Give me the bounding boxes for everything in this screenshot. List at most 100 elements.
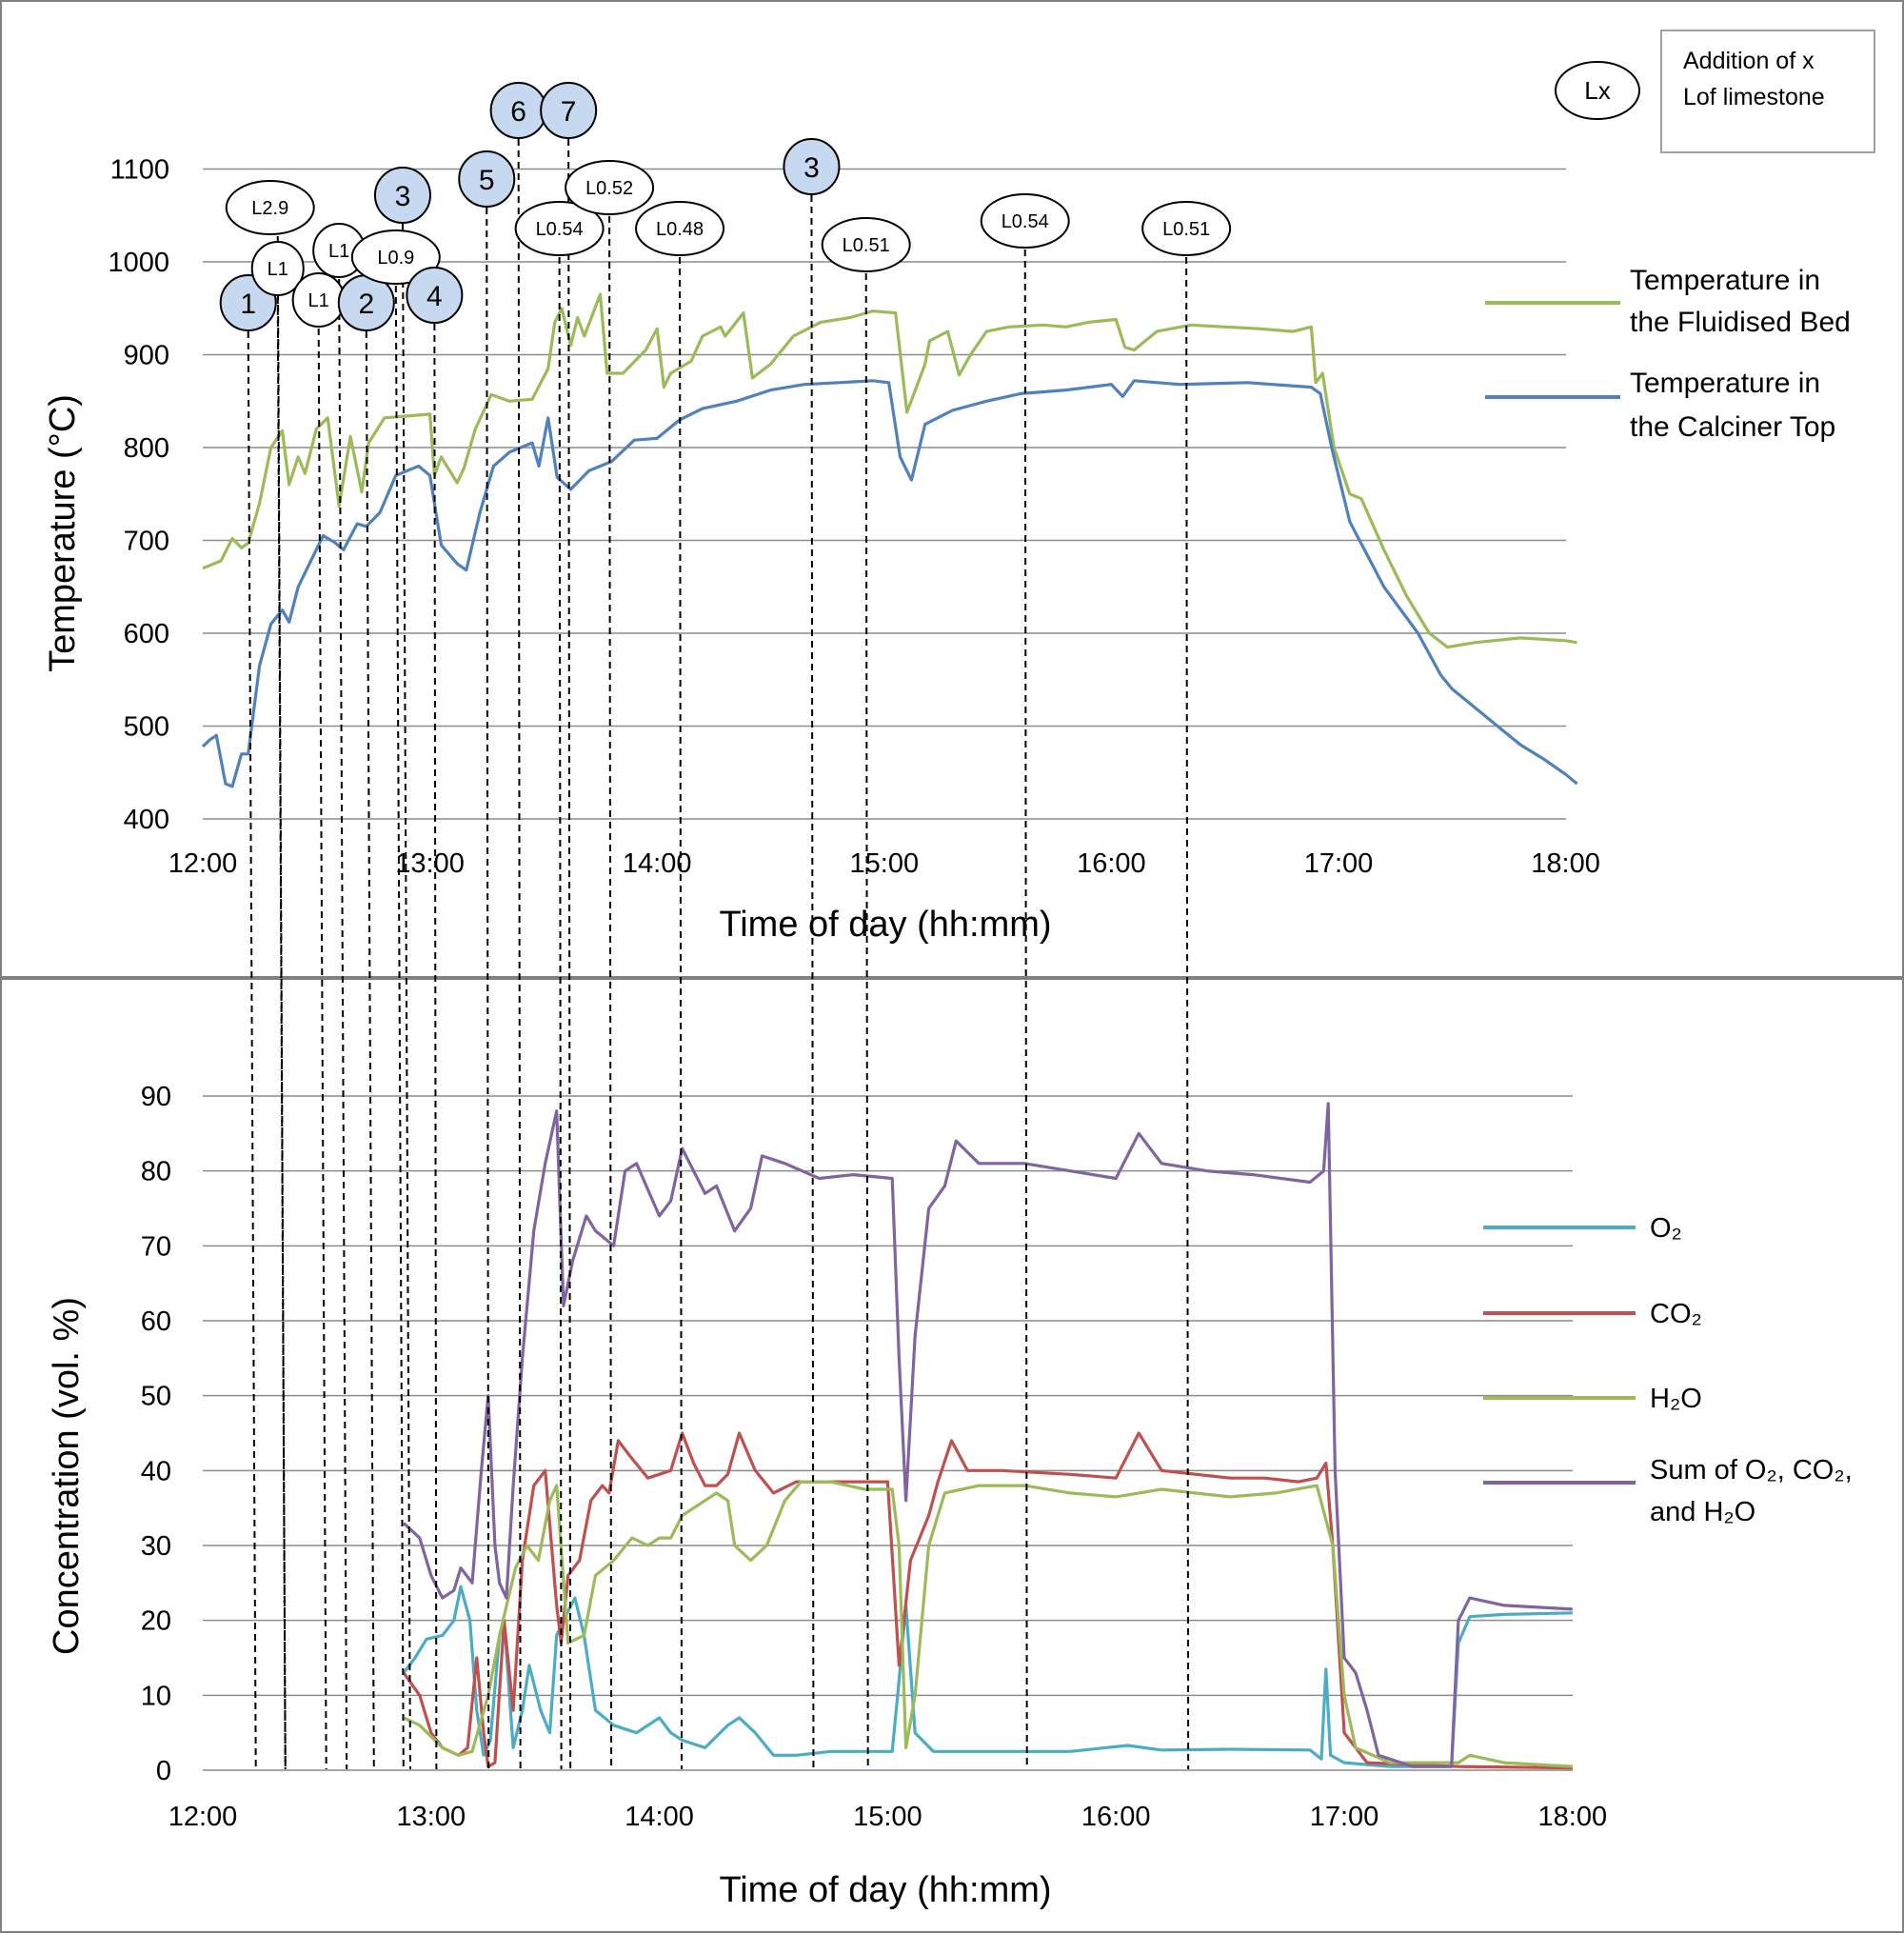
top-x-axis-label: Time of day (hh:mm) [719,905,1051,945]
limestone-marker-label: L0.52 [585,178,633,199]
limestone-marker-label: L1 [268,259,288,280]
event-marker-circle [540,82,598,139]
bottom-x-tick-label: 18:00 [1538,1802,1608,1832]
bottom-x-tick-label: 15:00 [853,1802,922,1832]
event-marker-label: 2 [358,289,374,320]
top-y-tick-label: 800 [124,433,169,464]
limestone-marker-label: L1 [308,290,329,311]
event-line [276,235,287,1770]
limestone-marker-ellipse [514,201,605,256]
limestone-marker-label: L0.54 [536,219,584,240]
bottom-y-tick-label: 70 [141,1231,171,1262]
top-x-tick-label: 14:00 [623,848,692,879]
limestone-marker-ellipse [980,193,1070,249]
event-marker-circle [406,267,464,324]
top-x-tick-label: 16:00 [1077,848,1146,879]
top-x-tick-label: 13:00 [395,848,465,879]
top-y-axis-label: Temperature (°C) [43,394,83,672]
top-x-tick-label: 18:00 [1531,848,1600,879]
top-y-tick-label: 600 [124,619,169,649]
bottom-legend: O₂ CO₂ H₂O Sum of O₂, CO₂, and H₂O [1483,1213,1853,1527]
event-marker-circle [373,167,431,224]
key-text-line1: Addition of x [1683,48,1815,74]
event-markers: 1 L1 L2.9 L1 L1 2L0.9 3 4 5 6 L0.54 7 L0.52 L0.48 3 L0.… [219,82,1232,331]
legend-label-3-line2: and H₂O [1650,1497,1755,1527]
legend-label-fluidised-bed-1: Temperature in [1630,265,1820,296]
event-marker-label: 6 [510,96,526,128]
event-marker-label: 3 [803,152,820,184]
event-marker-label: 5 [479,165,495,196]
bottom-y-tick-label: 80 [141,1157,171,1187]
key-symbol-ellipse [1555,61,1640,120]
legend-label-calciner-top-1: Temperature in [1630,368,1820,399]
limestone-marker-ellipse [821,217,911,272]
bottom-series-line-0 [402,1585,1573,1768]
event-line [433,323,438,1770]
event-line [679,256,684,1770]
event-line [486,207,490,1770]
bottom-x-axis-label: Time of day (hh:mm) [719,1870,1051,1910]
bottom-y-axis-label: Concentration (vol. %) [47,1297,87,1655]
event-marker-label: 3 [395,181,411,212]
event-line [338,278,348,1770]
event-line [1185,256,1190,1770]
top-x-tick-label: 15:00 [850,848,920,879]
limestone-marker-ellipse [250,241,305,296]
bottom-x-tick-label: 16:00 [1081,1802,1151,1832]
limestone-marker-ellipse [1141,201,1232,256]
bottom-y-tick-label: 40 [141,1456,171,1486]
top-y-tick-label: 1100 [110,155,169,186]
top-y-tick-label: 500 [124,712,169,743]
limestone-marker-label: L0.48 [656,219,704,240]
bottom-y-tick-label: 30 [141,1531,171,1562]
limestone-marker-label: L0.54 [1002,211,1049,232]
legend-label-calciner-top-2: the Calciner Top [1630,411,1835,443]
key-symbol: Lx [1584,76,1610,105]
event-line [1023,249,1028,1770]
event-marker-label: 7 [561,96,577,128]
bottom-y-tick-label: 10 [141,1681,171,1711]
key-box [1660,30,1875,153]
key-text-line2: Lof limestone [1683,84,1825,110]
event-dashed-lines [247,138,1190,1770]
top-x-tick-label: 12:00 [169,848,238,879]
event-line [276,296,287,1770]
event-marker-label: 4 [426,281,443,312]
top-panel-frame [0,0,1904,978]
bottom-x-tick-label: 13:00 [397,1802,466,1832]
legend-label-2: H₂O [1650,1384,1702,1414]
event-line [558,256,563,1770]
limestone-marker-label: L1 [328,241,349,262]
top-y-tick-label: 400 [124,805,169,835]
event-marker-circle [783,138,841,195]
top-axes: 400 500 600 700 800 900 1000 1100 12:00 13:00 14:0… [108,155,1599,880]
limestone-marker-label: L2.9 [251,198,288,219]
bottom-series [402,1102,1573,1770]
limestone-marker-ellipse [225,180,315,235]
bottom-x-tick-label: 12:00 [169,1802,238,1832]
limestone-marker-label: L0.9 [377,248,414,269]
event-line [864,272,869,1770]
bottom-y-tick-label: 50 [141,1382,171,1412]
bottom-axes: 0 10 20 30 40 50 60 70 80 90 12:00 13:00 14:00 15:00 1… [141,1082,1607,1832]
legend-label-0: O₂ [1650,1213,1682,1244]
bottom-panel-frame [0,978,1904,1933]
event-line [608,215,613,1770]
limestone-marker-ellipse [635,201,725,256]
bottom-y-tick-label: 20 [141,1606,171,1637]
top-y-tick-label: 1000 [108,248,169,278]
event-line [567,138,572,1770]
bottom-x-tick-label: 14:00 [625,1802,694,1832]
event-marker-circle [458,150,516,208]
bottom-x-tick-label: 17:00 [1310,1802,1379,1832]
event-line [394,285,405,1770]
limestone-key: Lx Addition of x Lof limestone [1555,30,1875,153]
bottom-y-tick-label: 0 [156,1756,171,1786]
legend-label-1: CO₂ [1650,1299,1702,1329]
legend-label-fluidised-bed-2: the Fluidised Bed [1630,307,1851,338]
limestone-marker-label: L0.51 [1162,219,1210,240]
bottom-y-tick-label: 60 [141,1306,171,1337]
event-line [517,138,522,1770]
top-y-tick-label: 900 [124,341,169,371]
bottom-series-line-3 [402,1102,1573,1768]
